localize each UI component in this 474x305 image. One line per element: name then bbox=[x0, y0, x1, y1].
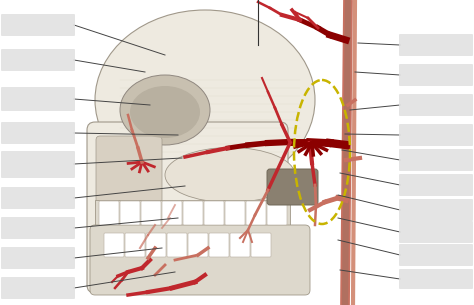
FancyBboxPatch shape bbox=[1, 87, 75, 111]
FancyBboxPatch shape bbox=[125, 233, 145, 257]
FancyBboxPatch shape bbox=[246, 201, 266, 225]
FancyBboxPatch shape bbox=[399, 34, 473, 56]
FancyBboxPatch shape bbox=[1, 187, 75, 209]
FancyBboxPatch shape bbox=[399, 269, 473, 289]
FancyBboxPatch shape bbox=[251, 233, 271, 257]
FancyBboxPatch shape bbox=[230, 233, 250, 257]
FancyBboxPatch shape bbox=[399, 244, 473, 266]
FancyBboxPatch shape bbox=[162, 201, 182, 225]
FancyBboxPatch shape bbox=[146, 233, 166, 257]
FancyBboxPatch shape bbox=[1, 14, 75, 36]
FancyBboxPatch shape bbox=[399, 64, 473, 86]
FancyBboxPatch shape bbox=[167, 233, 187, 257]
FancyBboxPatch shape bbox=[120, 201, 140, 225]
FancyBboxPatch shape bbox=[1, 217, 75, 239]
Bar bbox=[95, 200, 290, 228]
FancyBboxPatch shape bbox=[399, 221, 473, 243]
FancyBboxPatch shape bbox=[267, 169, 318, 205]
FancyBboxPatch shape bbox=[1, 122, 75, 144]
Ellipse shape bbox=[130, 86, 200, 138]
FancyBboxPatch shape bbox=[90, 225, 310, 295]
FancyBboxPatch shape bbox=[1, 49, 75, 71]
FancyBboxPatch shape bbox=[399, 124, 473, 146]
FancyBboxPatch shape bbox=[141, 201, 161, 225]
FancyBboxPatch shape bbox=[183, 201, 203, 225]
FancyBboxPatch shape bbox=[399, 94, 473, 116]
FancyBboxPatch shape bbox=[204, 201, 224, 225]
FancyBboxPatch shape bbox=[1, 277, 75, 299]
FancyBboxPatch shape bbox=[399, 174, 473, 196]
FancyBboxPatch shape bbox=[1, 151, 75, 178]
FancyBboxPatch shape bbox=[1, 247, 75, 269]
FancyBboxPatch shape bbox=[399, 199, 473, 221]
Ellipse shape bbox=[95, 10, 315, 190]
Ellipse shape bbox=[165, 148, 295, 203]
FancyBboxPatch shape bbox=[399, 149, 473, 171]
FancyBboxPatch shape bbox=[267, 201, 287, 225]
FancyBboxPatch shape bbox=[96, 136, 162, 209]
FancyBboxPatch shape bbox=[209, 233, 229, 257]
FancyBboxPatch shape bbox=[225, 201, 245, 225]
FancyBboxPatch shape bbox=[99, 201, 119, 225]
Ellipse shape bbox=[120, 75, 210, 145]
FancyBboxPatch shape bbox=[104, 233, 124, 257]
FancyBboxPatch shape bbox=[188, 233, 208, 257]
FancyBboxPatch shape bbox=[87, 122, 288, 293]
